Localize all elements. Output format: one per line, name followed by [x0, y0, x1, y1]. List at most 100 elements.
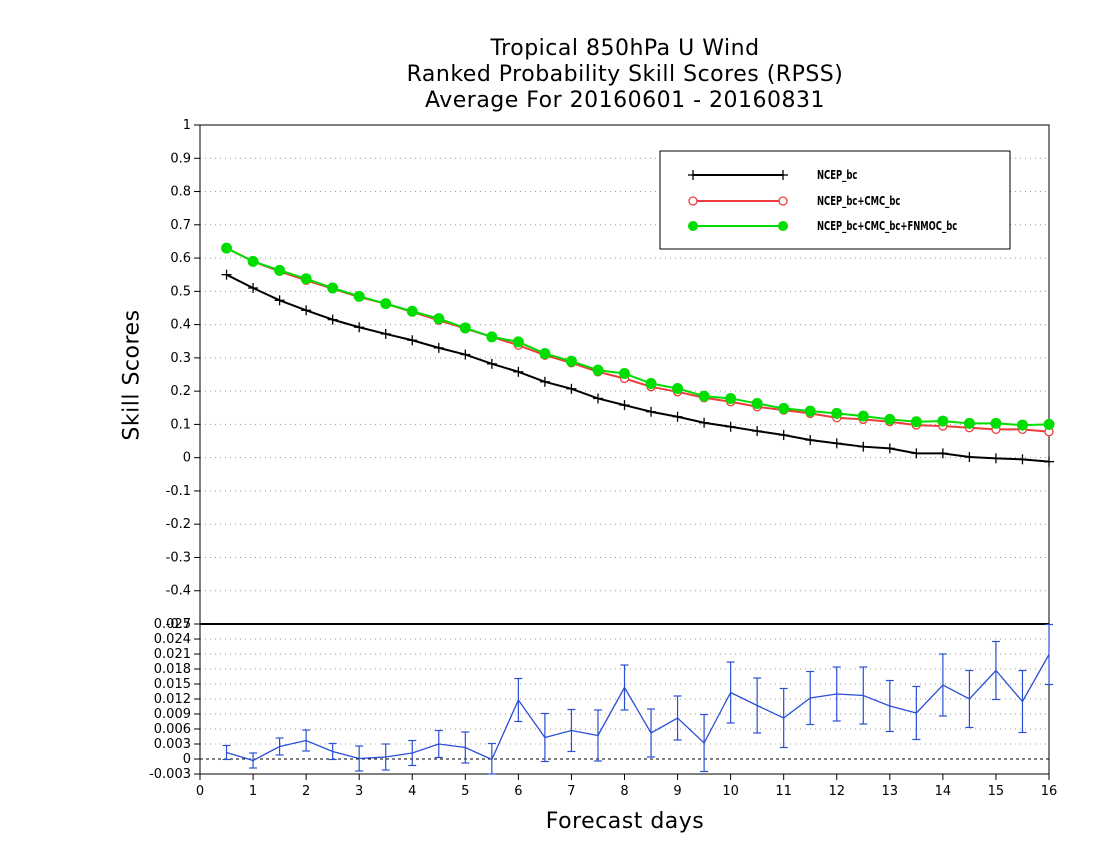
error-bar [620, 664, 629, 711]
data-point-ncep-bc-cmc-bc-fnmoc-bc [831, 407, 843, 419]
error-bar [249, 752, 258, 769]
x-axis-label: Forecast days [545, 809, 705, 834]
data-point-ncep-bc [592, 393, 603, 404]
error-bar [540, 712, 549, 763]
y-tick-label: 0.6 [170, 251, 191, 266]
error-bar [514, 677, 523, 723]
x-tick-label: 3 [355, 784, 363, 799]
x-tick-label: 13 [882, 784, 899, 799]
y-tick-label: 0.9 [170, 151, 191, 166]
legend-label-ncep-bc: NCEP_bc [817, 168, 858, 182]
x-tick-label: 7 [567, 784, 575, 799]
error-bar [753, 677, 762, 734]
data-point-ncep-bc [778, 430, 789, 441]
y-tick-label: -0.5 [166, 617, 191, 632]
data-point-ncep-bc-cmc-bc-fnmoc-bc [406, 305, 418, 317]
error-bar [487, 742, 496, 775]
data-point-ncep-bc-cmc-bc-fnmoc-bc [857, 410, 869, 422]
data-point-ncep-bc-cmc-bc-fnmoc-bc [778, 402, 790, 414]
x-tick-label: 6 [514, 784, 522, 799]
y-tick-label: 0.1 [170, 417, 191, 432]
data-point-ncep-bc [1044, 456, 1054, 467]
error-bar [408, 739, 417, 767]
data-point-ncep-bc [884, 443, 895, 454]
data-point-ncep-bc-cmc-bc-fnmoc-bc [300, 273, 312, 285]
x-tick-label: 9 [673, 784, 681, 799]
error-bar [938, 653, 947, 717]
data-point-ncep-bc [248, 283, 259, 294]
y-tick-label: 0.009 [154, 707, 191, 722]
error-bar [779, 687, 788, 749]
x-tick-label: 2 [302, 784, 310, 799]
x-tick-label: 11 [775, 784, 792, 799]
error-bar [859, 666, 868, 725]
data-point-ncep-bc-cmc-bc-fnmoc-bc [353, 290, 365, 302]
data-point-ncep-bc [221, 269, 232, 280]
data-point-ncep-bc-cmc-bc-fnmoc-bc [963, 417, 975, 429]
data-point-ncep-bc-cmc-bc-fnmoc-bc [884, 413, 896, 425]
data-point-ncep-bc-cmc-bc-fnmoc-bc [725, 392, 737, 404]
error-bar [912, 685, 921, 741]
data-point-ncep-bc-cmc-bc-fnmoc-bc [274, 264, 286, 276]
series-line-ncep-bc-cmc-bc [226, 247, 1050, 433]
data-point-ncep-bc-cmc-bc-fnmoc-bc [990, 417, 1002, 429]
data-point-ncep-bc-cmc-bc-fnmoc-bc [247, 255, 259, 267]
error-bar [355, 745, 364, 772]
error-bar [434, 729, 443, 759]
error-bar [965, 669, 974, 729]
y-tick-label: 0.8 [170, 185, 191, 200]
error-bar [832, 666, 841, 722]
data-point-ncep-bc [911, 448, 922, 459]
series-line-ncep-bc-cmc-bc-fnmoc-bc [226, 247, 1050, 427]
y-axis-label: Skill Scores [119, 309, 145, 441]
data-point-ncep-bc [460, 349, 471, 360]
x-tick-label: 1 [249, 784, 257, 799]
chart-date-range: Average For 20160601 - 20160831 [424, 88, 826, 113]
y-tick-label: 0.027 [154, 617, 191, 632]
data-point-ncep-bc-cmc-bc-fnmoc-bc [512, 336, 524, 348]
data-point-ncep-bc [699, 417, 710, 428]
y-tick-label: 0.3 [170, 351, 191, 366]
y-tick-label: 0.024 [154, 632, 191, 647]
y-tick-label: 0.021 [154, 647, 191, 662]
data-point-ncep-bc-cmc-bc-fnmoc-bc [751, 397, 763, 409]
x-tick-label: 16 [1041, 784, 1058, 799]
data-point-ncep-bc-cmc-bc-fnmoc-bc [327, 282, 339, 294]
data-point-ncep-bc-cmc-bc-fnmoc-bc [433, 313, 445, 325]
data-point-ncep-bc [380, 328, 391, 339]
y-tick-label: 0 [183, 451, 191, 466]
error-bar [461, 731, 470, 764]
data-point-ncep-bc [539, 376, 550, 387]
y-tick-label: -0.003 [149, 767, 191, 782]
data-point-ncep-bc-cmc-bc-fnmoc-bc [565, 355, 577, 367]
series-line-ncep-bc [226, 273, 1050, 463]
legend-marker-ncep-bc [688, 170, 698, 180]
data-point-ncep-bc [646, 406, 657, 417]
x-tick-label: 8 [620, 784, 628, 799]
data-point-ncep-bc [858, 441, 869, 452]
y-tick-label: -0.4 [166, 584, 191, 599]
error-bar [673, 695, 682, 741]
data-point-ncep-bc-cmc-bc-fnmoc-bc [380, 298, 392, 310]
y-tick-label: -0.1 [166, 484, 191, 499]
legend-marker-ncep-bc [778, 170, 788, 180]
x-tick-label: 14 [935, 784, 952, 799]
y-tick-label: 0.015 [154, 677, 191, 692]
data-point-ncep-bc-cmc-bc-fnmoc-bc [698, 390, 710, 402]
error-bar [700, 713, 709, 773]
x-tick-label: 0 [196, 784, 204, 799]
legend-marker-ncep-bc-cmc-bc [688, 196, 698, 206]
error-bar [726, 661, 735, 724]
error-bar [1018, 669, 1027, 734]
data-point-ncep-bc [990, 453, 1001, 464]
error-bar [593, 709, 602, 762]
legend-marker-ncep-bc-cmc-bc [778, 196, 788, 206]
chart-subtitle: Ranked Probability Skill Scores (RPSS) [406, 62, 844, 87]
data-point-ncep-bc [566, 383, 577, 394]
data-point-ncep-bc-cmc-bc-fnmoc-bc [539, 348, 551, 360]
data-point-ncep-bc [725, 421, 736, 432]
legend-label-ncep-bc-cmc-bc: NCEP_bc+CMC_bc [817, 194, 901, 208]
data-point-ncep-bc-cmc-bc-fnmoc-bc [937, 415, 949, 427]
y-tick-label: -0.2 [166, 517, 191, 532]
